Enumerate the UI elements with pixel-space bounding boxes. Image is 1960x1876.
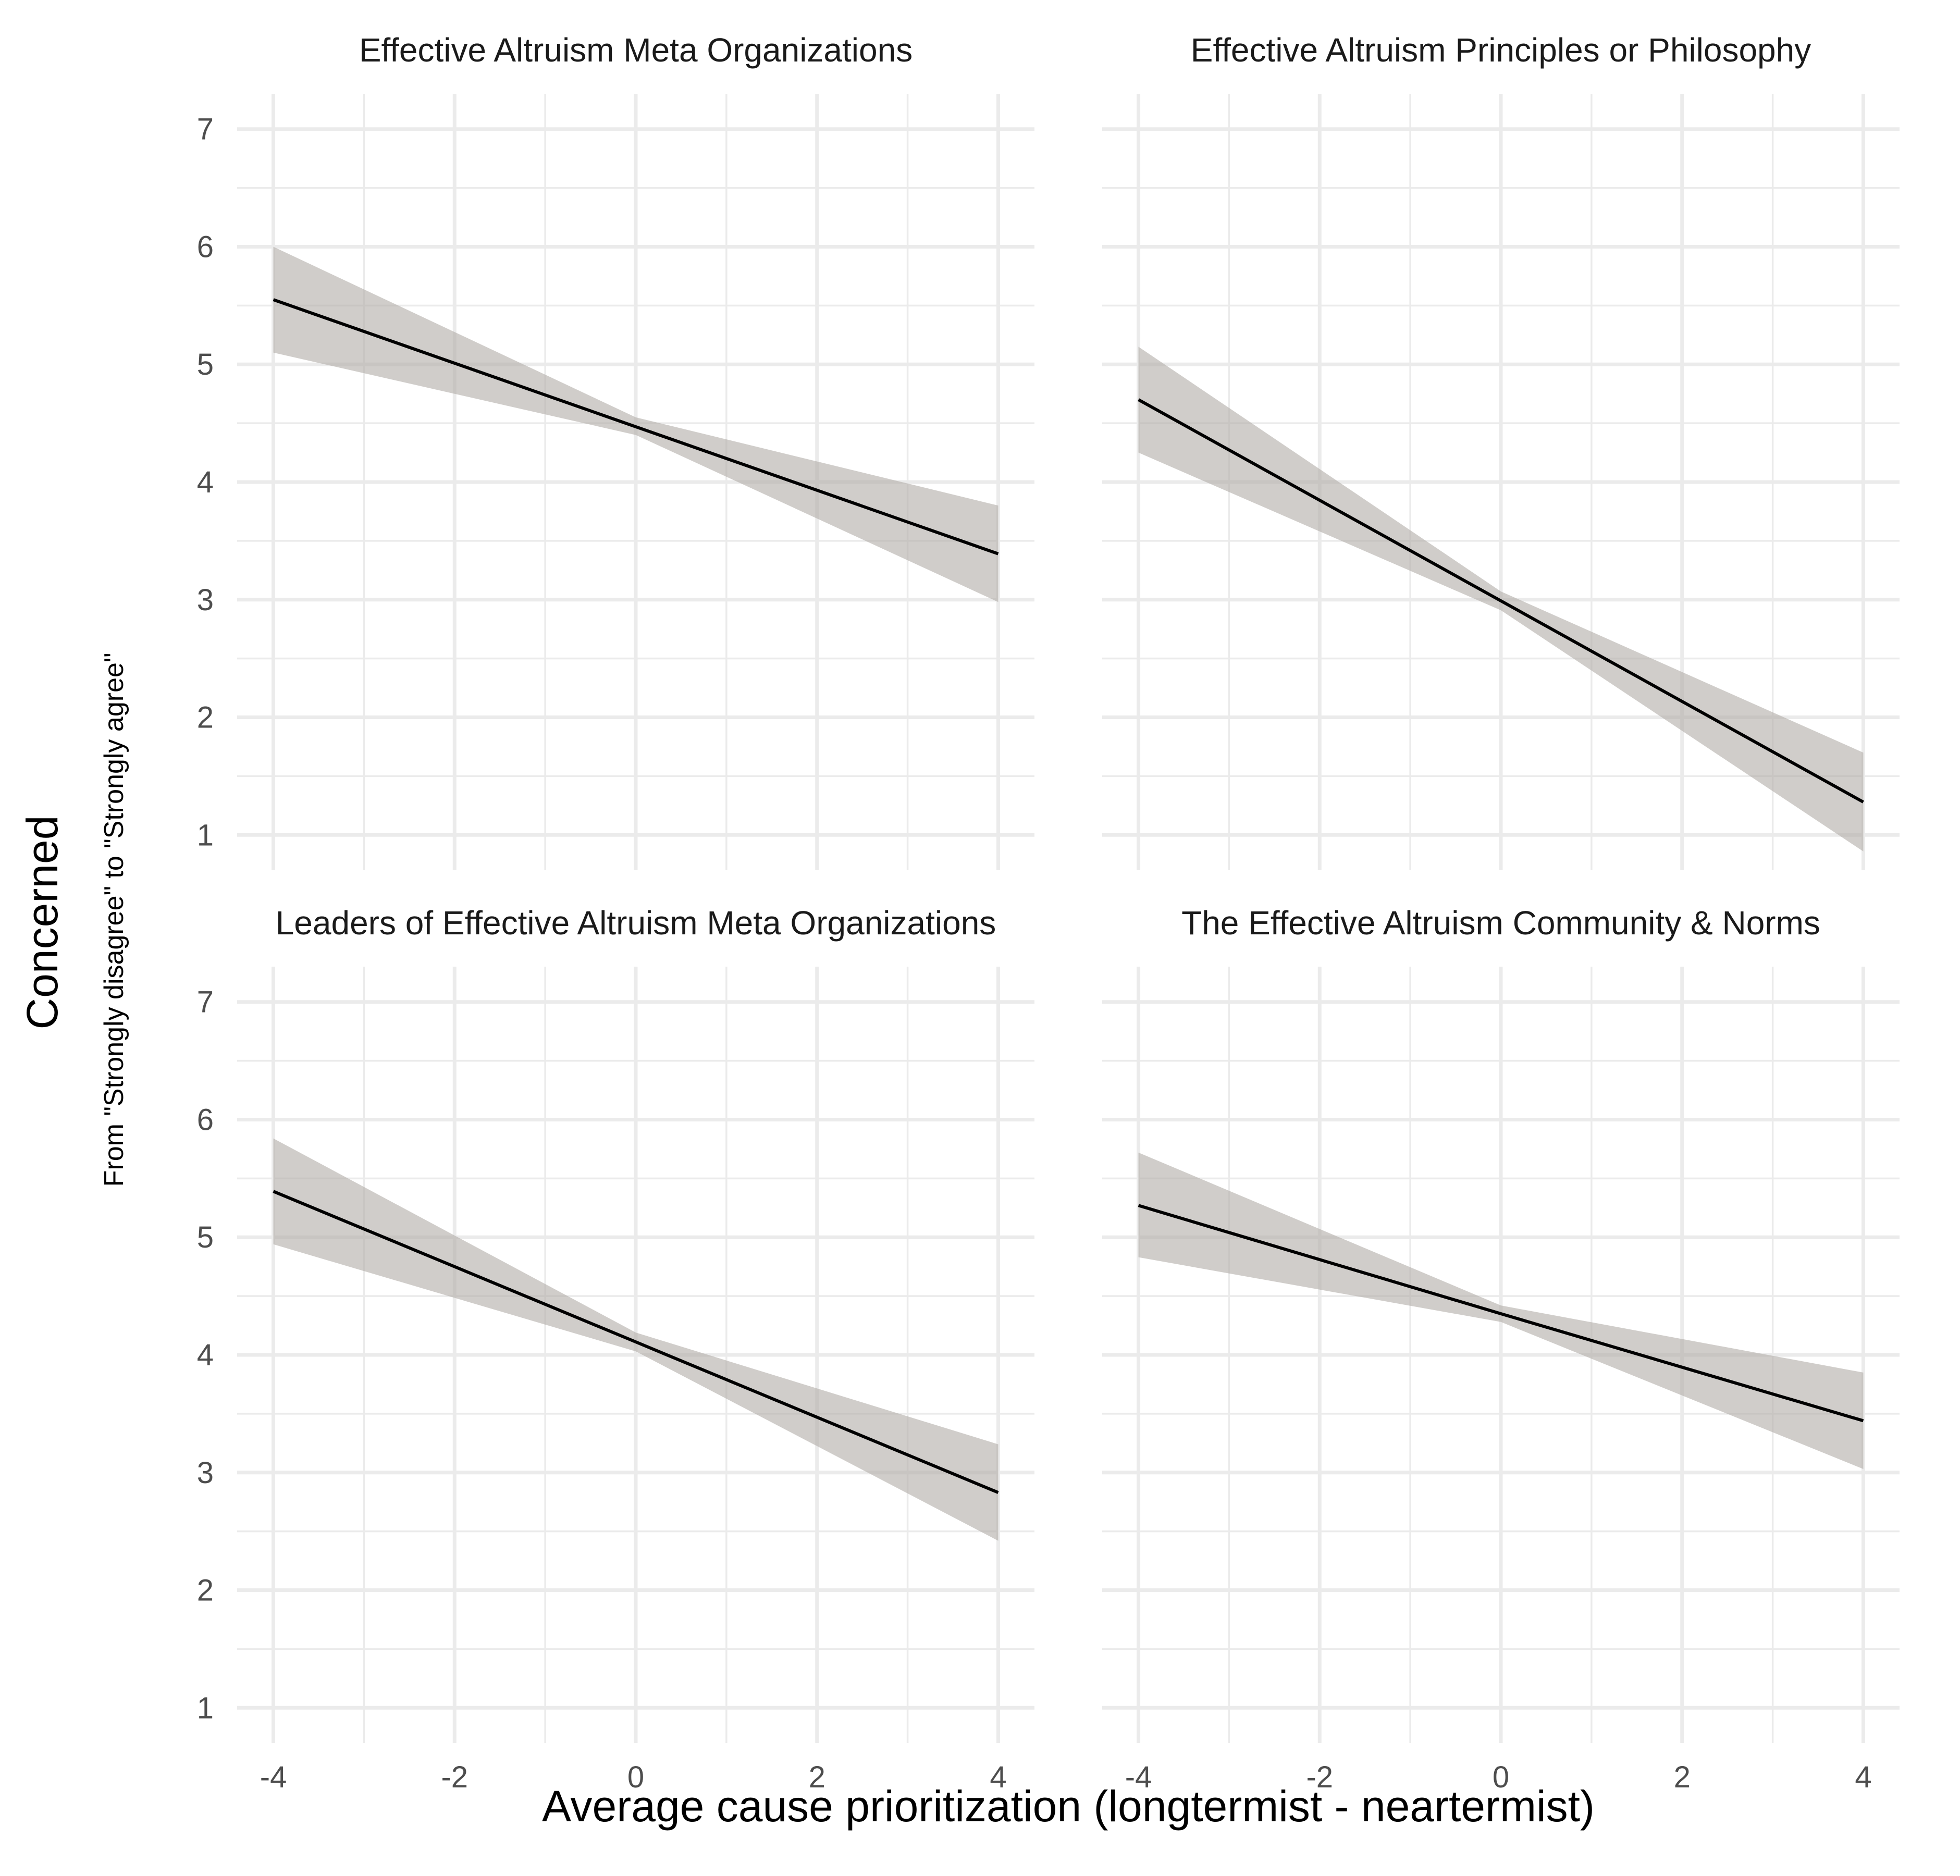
x-tick-label: -4 <box>1125 1760 1152 1794</box>
y-tick-label: 5 <box>197 348 214 381</box>
y-tick-label: 7 <box>197 985 214 1019</box>
x-tick-label: 4 <box>1855 1760 1871 1794</box>
x-tick-label: 0 <box>1493 1760 1509 1794</box>
facet-panel: Effective Altruism Meta Organizations 1 2 3… <box>197 31 1034 870</box>
y-tick-label: 6 <box>197 1103 214 1137</box>
confidence-band <box>273 246 999 602</box>
y-tick-label: 7 <box>197 113 214 146</box>
x-tick-label: 2 <box>1674 1760 1691 1794</box>
y-tick-label: 3 <box>197 1456 214 1490</box>
y-tick-label: 3 <box>197 583 214 617</box>
facet-title: Leaders of Effective Altruism Meta Organ… <box>276 904 996 942</box>
y-tick-label: 1 <box>197 818 214 852</box>
x-axis-title: Average cause prioritization (longtermis… <box>542 1782 1595 1831</box>
y-tick-label: 1 <box>197 1691 214 1725</box>
fit-line <box>273 298 999 556</box>
x-tick-label: -2 <box>1306 1760 1333 1794</box>
y-axis-subtitle: From "Strongly disagree" to "Strongly ag… <box>99 653 129 1187</box>
x-tick-label: 4 <box>990 1760 1006 1794</box>
y-tick-label: 4 <box>197 1338 214 1372</box>
x-tick-label: 2 <box>809 1760 825 1794</box>
facet-panel: The Effective Altruism Community & Norms… <box>1102 904 1900 1794</box>
facet-title: The Effective Altruism Community & Norms <box>1181 904 1820 942</box>
facet-panels: Effective Altruism Meta Organizations 1 2 3… <box>197 31 1900 1794</box>
x-tick-label: -4 <box>260 1760 287 1794</box>
fit-line <box>1138 1204 1864 1423</box>
facet-title: Effective Altruism Meta Organizations <box>359 31 913 69</box>
fit-line <box>1138 398 1864 804</box>
fit-line <box>273 1190 999 1494</box>
y-tick-label: 4 <box>197 465 214 499</box>
confidence-band <box>1138 1152 1864 1469</box>
facet-title: Effective Altruism Principles or Philoso… <box>1191 31 1811 69</box>
y-tick-label: 5 <box>197 1220 214 1254</box>
y-tick-label: 6 <box>197 230 214 264</box>
x-tick-label: 0 <box>627 1760 644 1794</box>
y-tick-label: 2 <box>197 1574 214 1608</box>
confidence-band <box>273 1138 999 1541</box>
facet-panel: Leaders of Effective Altruism Meta Organ… <box>197 904 1034 1794</box>
x-tick-label: -2 <box>441 1760 468 1794</box>
y-axis-title: Concerned <box>18 816 67 1030</box>
y-tick-label: 2 <box>197 701 214 735</box>
facet-panel: Effective Altruism Principles or Philoso… <box>1102 31 1900 870</box>
